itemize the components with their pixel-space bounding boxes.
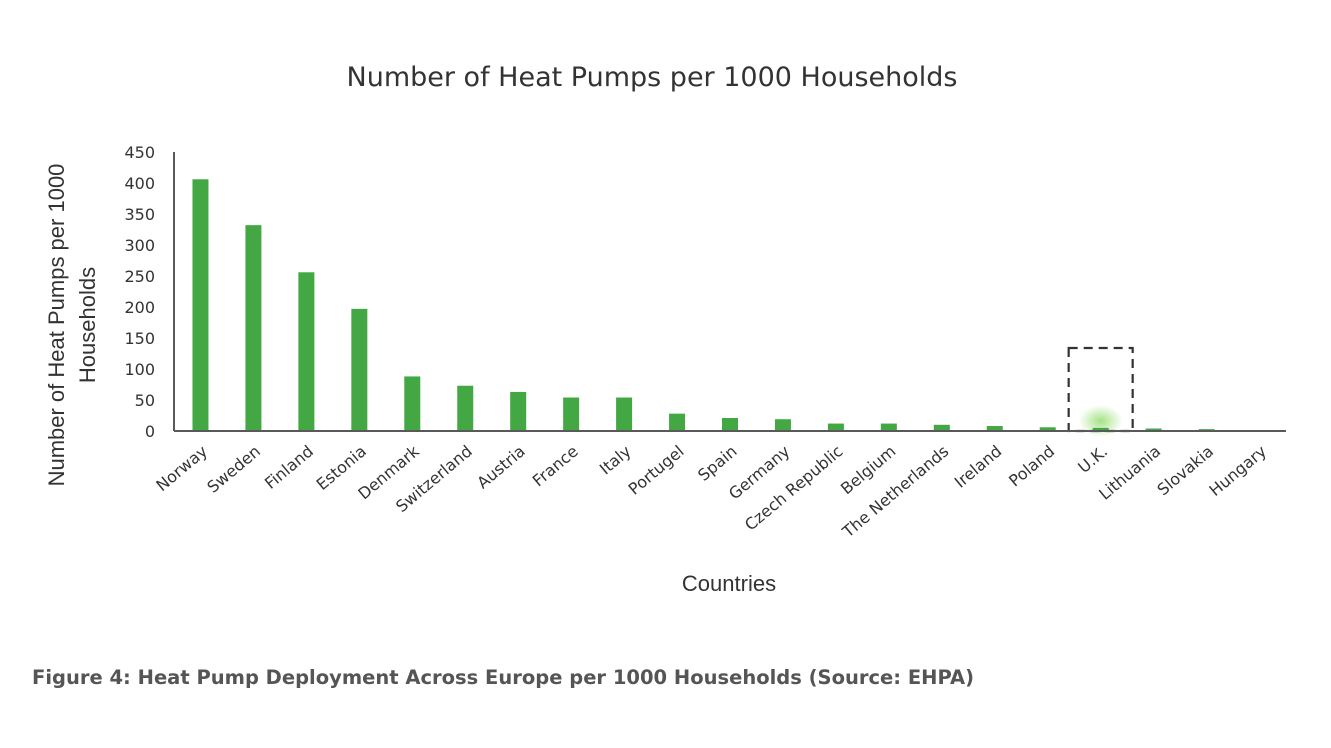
x-axis-title: Countries bbox=[682, 571, 776, 596]
x-tick-label-16: Poland bbox=[1005, 442, 1058, 491]
y-tick-label-1: 50 bbox=[135, 391, 155, 410]
x-tick-label-2: Finland bbox=[261, 442, 317, 493]
y-tick-label-7: 350 bbox=[124, 205, 155, 224]
bar-5 bbox=[457, 385, 474, 431]
bar-8 bbox=[616, 397, 633, 431]
x-tick-label-12: Czech Republic bbox=[741, 442, 847, 535]
x-tick-label-6: Austria bbox=[473, 442, 529, 493]
bar-0 bbox=[192, 179, 209, 431]
bar-16 bbox=[1039, 427, 1056, 431]
x-tick-label-8: Italy bbox=[596, 442, 635, 479]
x-tick-label-15: Ireland bbox=[951, 442, 1006, 492]
bar-4 bbox=[404, 376, 421, 431]
y-tick-label-8: 400 bbox=[124, 174, 155, 193]
highlight-box bbox=[1067, 346, 1134, 433]
y-axis-title-line-2: Households bbox=[75, 267, 100, 383]
bar-7 bbox=[563, 397, 580, 431]
highlight-layer bbox=[1067, 346, 1134, 437]
bar-9 bbox=[669, 413, 686, 431]
bar-18 bbox=[1145, 428, 1162, 431]
y-tick-label-5: 250 bbox=[124, 267, 155, 286]
chart-title: Number of Heat Pumps per 1000 Households bbox=[347, 62, 958, 93]
x-tick-label-10: Spain bbox=[694, 442, 740, 485]
bar-3 bbox=[351, 308, 368, 431]
y-axis-title-line-1: Number of Heat Pumps per 1000 bbox=[44, 164, 69, 487]
figure-caption: Figure 4: Heat Pump Deployment Across Eu… bbox=[32, 666, 975, 689]
y-tick-label-9: 450 bbox=[124, 143, 155, 162]
y-tick-label-4: 200 bbox=[124, 298, 155, 317]
bars bbox=[192, 179, 1268, 431]
x-tick-label-0: Norway bbox=[152, 442, 211, 496]
highlight-glow bbox=[1078, 405, 1123, 437]
y-ticks: 0 50 100 150 200 250 300 350 400 450 bbox=[124, 143, 155, 441]
y-tick-label-6: 300 bbox=[124, 236, 155, 255]
bar-11 bbox=[774, 419, 791, 431]
x-labels: NorwaySwedenFinlandEstoniaDenmarkSwitzer… bbox=[152, 441, 1270, 542]
x-tick-label-19: Slovakia bbox=[1153, 442, 1217, 500]
bar-17 bbox=[1092, 427, 1109, 431]
bar-2 bbox=[298, 272, 315, 431]
x-tick-label-9: Portugel bbox=[625, 442, 688, 499]
y-tick-label-2: 100 bbox=[124, 360, 155, 379]
bar-10 bbox=[722, 417, 738, 431]
x-tick-label-7: France bbox=[529, 442, 582, 491]
bar-13 bbox=[880, 423, 897, 431]
bar-6 bbox=[510, 391, 527, 431]
x-tick-label-1: Sweden bbox=[203, 442, 264, 497]
y-tick-label-0: 0 bbox=[145, 422, 155, 441]
x-tick-label-17: U.K. bbox=[1074, 442, 1111, 477]
y-axis-title: Number of Heat Pumps per 1000 Households bbox=[44, 164, 100, 487]
bar-12 bbox=[827, 423, 844, 431]
bar-1 bbox=[245, 225, 262, 431]
x-tick-label-20: Hungary bbox=[1206, 442, 1271, 500]
y-tick-label-3: 150 bbox=[124, 329, 155, 348]
bar-15 bbox=[986, 426, 1003, 431]
bar-14 bbox=[933, 424, 950, 431]
